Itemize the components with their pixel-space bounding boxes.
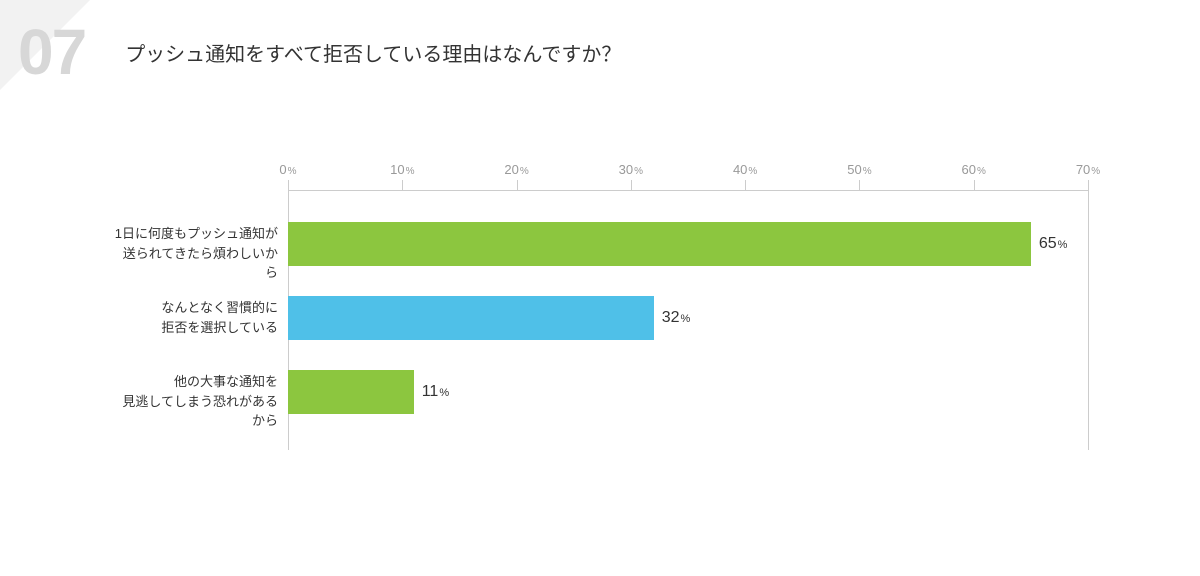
bar — [288, 370, 414, 414]
header: 07 プッシュ通知をすべて拒否している理由はなんですか？ — [0, 0, 1200, 84]
axis-tick-label: 60% — [962, 162, 986, 177]
axis-tick — [288, 180, 289, 190]
axis-tick — [974, 180, 975, 190]
axis-tick — [1088, 180, 1089, 190]
axis-tick-label: 20% — [504, 162, 528, 177]
bar — [288, 222, 1031, 266]
question-number: 07 — [18, 20, 85, 84]
axis-tick — [745, 180, 746, 190]
bar-row: 32% — [288, 296, 690, 340]
bar-row: 11% — [288, 370, 449, 414]
gridline-max — [1088, 190, 1089, 450]
category-label: なんとなく習慣的に拒否を選択している — [110, 298, 278, 337]
bar-row: 65% — [288, 222, 1067, 266]
bar — [288, 296, 654, 340]
plot-area: 0%10%20%30%40%50%60%70%65%32%11% — [288, 190, 1088, 450]
axis-tick-label: 30% — [619, 162, 643, 177]
question-title: プッシュ通知をすべて拒否している理由はなんですか？ — [125, 38, 621, 67]
axis-tick — [859, 180, 860, 190]
chart: 1日に何度もプッシュ通知が送られてきたら煩わしいからなんとなく習慣的に拒否を選択… — [110, 190, 1120, 450]
axis-tick — [631, 180, 632, 190]
axis-tick-label: 10% — [390, 162, 414, 177]
axis-tick — [402, 180, 403, 190]
category-label: 1日に何度もプッシュ通知が送られてきたら煩わしいから — [110, 224, 278, 283]
axis-tick-label: 0% — [279, 162, 296, 177]
axis-tick-label: 40% — [733, 162, 757, 177]
bar-value: 32% — [662, 309, 691, 327]
bar-value: 11% — [422, 383, 449, 401]
axis-tick-label: 70% — [1076, 162, 1100, 177]
axis-tick — [517, 180, 518, 190]
category-label: 他の大事な通知を見逃してしまう恐れがあるから — [110, 372, 278, 431]
axis-top — [288, 190, 1088, 191]
axis-tick-label: 50% — [847, 162, 871, 177]
bar-value: 65% — [1039, 235, 1068, 253]
